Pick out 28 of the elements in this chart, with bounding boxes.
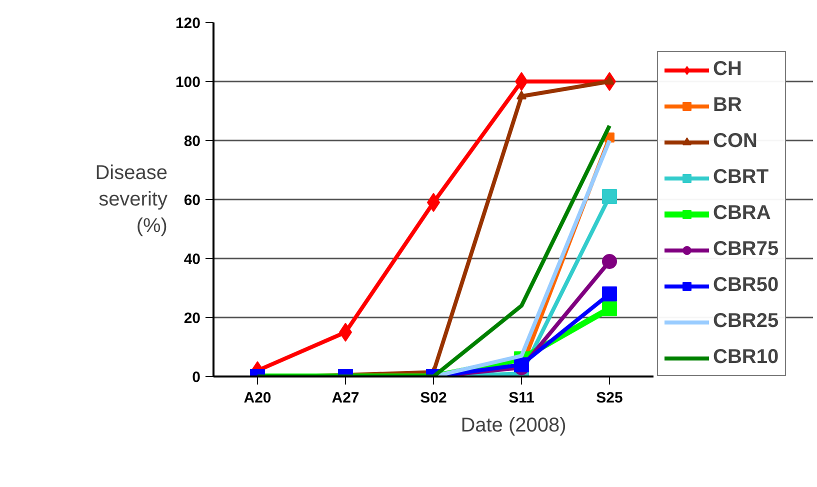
legend-label: CON [713,130,758,153]
legend-label: BR [713,94,742,117]
y-tick-label: 0 [192,369,200,386]
point [514,357,529,372]
legend-label: CBR50 [713,274,779,297]
x-tick-label: S25 [596,390,623,406]
x-tick-label: A20 [244,390,272,406]
legend-label: CBR75 [713,238,779,261]
y-tick-label: 100 [175,74,201,91]
legend-label: CBR25 [713,310,779,333]
y-tick-label: 40 [184,251,201,268]
y-tick-label: 60 [184,192,201,209]
legend-label: CH [713,58,742,81]
x-tick-label: S11 [508,390,534,406]
point [602,286,617,302]
point [602,301,617,316]
point [602,254,617,269]
y-tick-label: 120 [175,15,201,32]
legend-label: CBR10 [713,346,779,369]
y-axis-title: Disease severity (%) [95,162,168,237]
legend-label: CBRT [713,166,769,189]
point [602,189,617,204]
x-tick-label: A27 [332,390,360,406]
y-tick-label: 20 [184,310,201,327]
x-axis-title: Date (2008) [460,414,566,436]
x-tick-label: S02 [420,390,447,406]
y-tick-label: 80 [184,133,201,150]
legend-label: CBRA [713,202,771,225]
